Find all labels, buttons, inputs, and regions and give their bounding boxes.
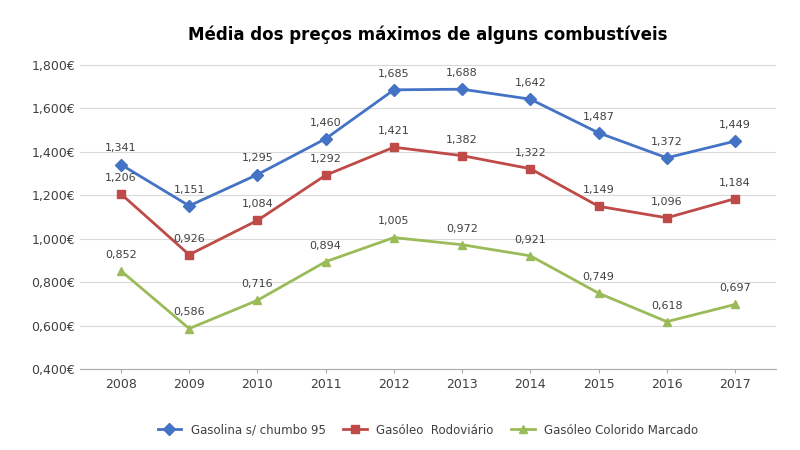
Line: Gasóleo  Rodoviário: Gasóleo Rodoviário bbox=[117, 143, 739, 259]
Gasóleo Colorido Marcado bbox=[526, 253, 535, 258]
Text: 1,341: 1,341 bbox=[105, 144, 137, 153]
Gasolina s/ chumbo 95 bbox=[594, 130, 603, 135]
Gasóleo  Rodoviário bbox=[253, 218, 262, 223]
Text: 1,460: 1,460 bbox=[310, 117, 342, 128]
Text: 0,716: 0,716 bbox=[242, 279, 274, 289]
Text: 1,084: 1,084 bbox=[242, 199, 274, 209]
Gasolina s/ chumbo 95 bbox=[116, 162, 126, 167]
Text: 1,688: 1,688 bbox=[446, 68, 478, 78]
Gasolina s/ chumbo 95 bbox=[321, 136, 330, 141]
Text: 0,921: 0,921 bbox=[514, 235, 546, 245]
Text: 0,894: 0,894 bbox=[310, 241, 342, 251]
Text: 0,852: 0,852 bbox=[105, 250, 137, 260]
Gasóleo Colorido Marcado bbox=[321, 259, 330, 265]
Gasolina s/ chumbo 95 bbox=[458, 86, 467, 92]
Line: Gasolina s/ chumbo 95: Gasolina s/ chumbo 95 bbox=[117, 85, 739, 210]
Text: 0,926: 0,926 bbox=[174, 234, 205, 243]
Line: Gasóleo Colorido Marcado: Gasóleo Colorido Marcado bbox=[117, 234, 739, 333]
Gasolina s/ chumbo 95 bbox=[730, 139, 740, 144]
Gasóleo  Rodoviário bbox=[184, 252, 194, 257]
Gasóleo  Rodoviário bbox=[389, 144, 398, 150]
Title: Média dos preços máximos de alguns combustíveis: Média dos preços máximos de alguns combu… bbox=[188, 26, 668, 44]
Text: 1,322: 1,322 bbox=[514, 148, 546, 157]
Legend: Gasolina s/ chumbo 95, Gasóleo  Rodoviário, Gasóleo Colorido Marcado: Gasolina s/ chumbo 95, Gasóleo Rodoviári… bbox=[158, 424, 698, 437]
Gasóleo Colorido Marcado bbox=[730, 302, 740, 307]
Gasóleo Colorido Marcado bbox=[184, 326, 194, 331]
Gasóleo  Rodoviário bbox=[321, 172, 330, 178]
Text: 1,206: 1,206 bbox=[105, 173, 137, 183]
Gasóleo Colorido Marcado bbox=[116, 268, 126, 274]
Text: 1,487: 1,487 bbox=[582, 112, 614, 122]
Text: 1,295: 1,295 bbox=[242, 153, 274, 163]
Text: 1,184: 1,184 bbox=[719, 178, 751, 188]
Text: 1,642: 1,642 bbox=[514, 78, 546, 88]
Gasolina s/ chumbo 95 bbox=[389, 87, 398, 93]
Text: 1,005: 1,005 bbox=[378, 216, 410, 226]
Text: 0,618: 0,618 bbox=[651, 301, 682, 310]
Gasóleo  Rodoviário bbox=[116, 191, 126, 197]
Text: 0,697: 0,697 bbox=[719, 284, 751, 293]
Text: 1,372: 1,372 bbox=[651, 137, 682, 147]
Text: 1,292: 1,292 bbox=[310, 154, 342, 164]
Text: 0,972: 0,972 bbox=[446, 224, 478, 234]
Text: 0,749: 0,749 bbox=[582, 272, 614, 282]
Gasóleo Colorido Marcado bbox=[389, 235, 398, 240]
Gasolina s/ chumbo 95 bbox=[662, 155, 672, 161]
Text: 1,096: 1,096 bbox=[651, 197, 682, 207]
Gasóleo  Rodoviário bbox=[594, 203, 603, 209]
Text: 1,449: 1,449 bbox=[719, 120, 751, 130]
Text: 1,685: 1,685 bbox=[378, 69, 410, 79]
Text: 1,149: 1,149 bbox=[582, 185, 614, 195]
Gasolina s/ chumbo 95 bbox=[184, 203, 194, 208]
Gasóleo Colorido Marcado bbox=[594, 291, 603, 296]
Gasóleo Colorido Marcado bbox=[458, 242, 467, 248]
Gasóleo  Rodoviário bbox=[662, 215, 672, 220]
Gasóleo  Rodoviário bbox=[526, 166, 535, 171]
Text: 0,586: 0,586 bbox=[174, 307, 205, 318]
Text: 1,421: 1,421 bbox=[378, 126, 410, 136]
Gasolina s/ chumbo 95 bbox=[526, 96, 535, 102]
Gasóleo  Rodoviário bbox=[458, 153, 467, 158]
Gasolina s/ chumbo 95 bbox=[253, 172, 262, 177]
Text: 1,382: 1,382 bbox=[446, 135, 478, 144]
Gasóleo  Rodoviário bbox=[730, 196, 740, 202]
Text: 1,151: 1,151 bbox=[174, 185, 205, 195]
Gasóleo Colorido Marcado bbox=[662, 319, 672, 324]
Gasóleo Colorido Marcado bbox=[253, 297, 262, 303]
